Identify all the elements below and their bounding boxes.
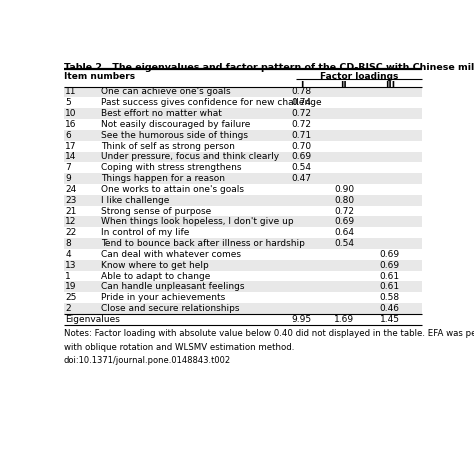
Text: with oblique rotation and WLSMV estimation method.: with oblique rotation and WLSMV estimati… — [64, 343, 294, 352]
Text: 25: 25 — [65, 293, 76, 302]
Text: Things happen for a reason: Things happen for a reason — [101, 174, 226, 183]
Bar — [64, 141, 422, 152]
Bar — [64, 260, 422, 271]
Text: 6: 6 — [65, 131, 71, 140]
Text: Tend to bounce back after illness or hardship: Tend to bounce back after illness or har… — [101, 239, 305, 248]
Text: 0.58: 0.58 — [380, 293, 400, 302]
Bar — [64, 217, 422, 227]
Bar — [64, 303, 422, 314]
Text: Pride in your achievements: Pride in your achievements — [101, 293, 226, 302]
Bar — [64, 173, 422, 184]
Bar — [64, 119, 422, 130]
Text: 9: 9 — [65, 174, 71, 183]
Text: 0.69: 0.69 — [380, 250, 400, 259]
Text: 0.69: 0.69 — [292, 153, 312, 161]
Text: 9.95: 9.95 — [292, 315, 312, 324]
Bar — [64, 87, 422, 97]
Text: doi:10.1371/journal.pone.0148843.t002: doi:10.1371/journal.pone.0148843.t002 — [64, 356, 231, 365]
Text: 5: 5 — [65, 98, 71, 107]
Text: 1.45: 1.45 — [380, 315, 400, 324]
Text: 0.54: 0.54 — [292, 163, 312, 172]
Text: 0.69: 0.69 — [334, 218, 354, 226]
Text: 0.61: 0.61 — [380, 272, 400, 281]
Text: Can deal with whatever comes: Can deal with whatever comes — [101, 250, 241, 259]
Text: 8: 8 — [65, 239, 71, 248]
Text: 0.78: 0.78 — [292, 88, 312, 96]
Bar — [64, 97, 422, 108]
Bar — [64, 227, 422, 238]
Text: 0.72: 0.72 — [292, 109, 312, 118]
Text: 24: 24 — [65, 185, 76, 194]
Text: 0.72: 0.72 — [334, 207, 354, 216]
Text: Eigenvalues: Eigenvalues — [65, 315, 120, 324]
Text: 0.69: 0.69 — [380, 261, 400, 270]
Text: In control of my life: In control of my life — [101, 228, 190, 237]
Text: 12: 12 — [65, 218, 76, 226]
Text: 14: 14 — [65, 153, 76, 161]
Bar — [64, 152, 422, 162]
Bar — [64, 249, 422, 260]
Text: 0.74: 0.74 — [292, 98, 312, 107]
Text: III: III — [385, 81, 395, 90]
Text: 0.61: 0.61 — [380, 282, 400, 291]
Text: I like challenge: I like challenge — [101, 196, 170, 205]
Bar — [64, 206, 422, 217]
Text: Know where to get help: Know where to get help — [101, 261, 209, 270]
Text: When things look hopeless, I don't give up: When things look hopeless, I don't give … — [101, 218, 294, 226]
Text: 0.46: 0.46 — [380, 304, 400, 313]
Text: Can handle unpleasant feelings: Can handle unpleasant feelings — [101, 282, 245, 291]
Text: 4: 4 — [65, 250, 71, 259]
Text: Past success gives confidence for new challenge: Past success gives confidence for new ch… — [101, 98, 322, 107]
Text: 11: 11 — [65, 88, 77, 96]
Text: I: I — [300, 81, 303, 90]
Text: Able to adapt to change: Able to adapt to change — [101, 272, 211, 281]
Text: 0.54: 0.54 — [334, 239, 354, 248]
Text: 0.70: 0.70 — [292, 142, 312, 151]
Text: 0.72: 0.72 — [292, 120, 312, 129]
Text: Item numbers: Item numbers — [64, 72, 135, 81]
Text: 1.69: 1.69 — [334, 315, 354, 324]
Text: Coping with stress strengthens: Coping with stress strengthens — [101, 163, 242, 172]
Bar — [64, 292, 422, 303]
Text: Think of self as strong person: Think of self as strong person — [101, 142, 236, 151]
Bar — [64, 184, 422, 195]
Text: 0.80: 0.80 — [334, 196, 354, 205]
Text: Table 2.  The eigenvalues and factor pattern of the CD-RISC with Chinese militar: Table 2. The eigenvalues and factor patt… — [64, 63, 474, 72]
Text: Factor loadings: Factor loadings — [320, 72, 398, 81]
Text: Not easily discouraged by failure: Not easily discouraged by failure — [101, 120, 251, 129]
Text: Strong sense of purpose: Strong sense of purpose — [101, 207, 212, 216]
Bar — [64, 108, 422, 119]
Text: 22: 22 — [65, 228, 76, 237]
Text: 0.90: 0.90 — [334, 185, 354, 194]
Bar — [64, 281, 422, 292]
Bar — [64, 238, 422, 249]
Text: 1: 1 — [65, 272, 71, 281]
Bar — [64, 130, 422, 141]
Text: 10: 10 — [65, 109, 77, 118]
Text: 19: 19 — [65, 282, 77, 291]
Text: See the humorous side of things: See the humorous side of things — [101, 131, 248, 140]
Text: One works to attain one's goals: One works to attain one's goals — [101, 185, 245, 194]
Text: One can achieve one's goals: One can achieve one's goals — [101, 88, 231, 96]
Text: Under pressure, focus and think clearly: Under pressure, focus and think clearly — [101, 153, 280, 161]
Text: 21: 21 — [65, 207, 76, 216]
Text: 16: 16 — [65, 120, 77, 129]
Text: 7: 7 — [65, 163, 71, 172]
Text: 0.64: 0.64 — [334, 228, 354, 237]
Text: Notes: Factor loading with absolute value below 0.40 did not displayed in the ta: Notes: Factor loading with absolute valu… — [64, 329, 474, 338]
Text: 13: 13 — [65, 261, 77, 270]
Bar — [64, 271, 422, 281]
Bar — [64, 162, 422, 173]
Text: Close and secure relationships: Close and secure relationships — [101, 304, 240, 313]
Text: 23: 23 — [65, 196, 76, 205]
Text: 17: 17 — [65, 142, 77, 151]
Text: Best effort no matter what: Best effort no matter what — [101, 109, 222, 118]
Text: 2: 2 — [65, 304, 71, 313]
Text: 0.47: 0.47 — [292, 174, 312, 183]
Bar — [64, 195, 422, 206]
Text: 0.71: 0.71 — [292, 131, 312, 140]
Bar — [64, 314, 422, 325]
Text: II: II — [341, 81, 347, 90]
